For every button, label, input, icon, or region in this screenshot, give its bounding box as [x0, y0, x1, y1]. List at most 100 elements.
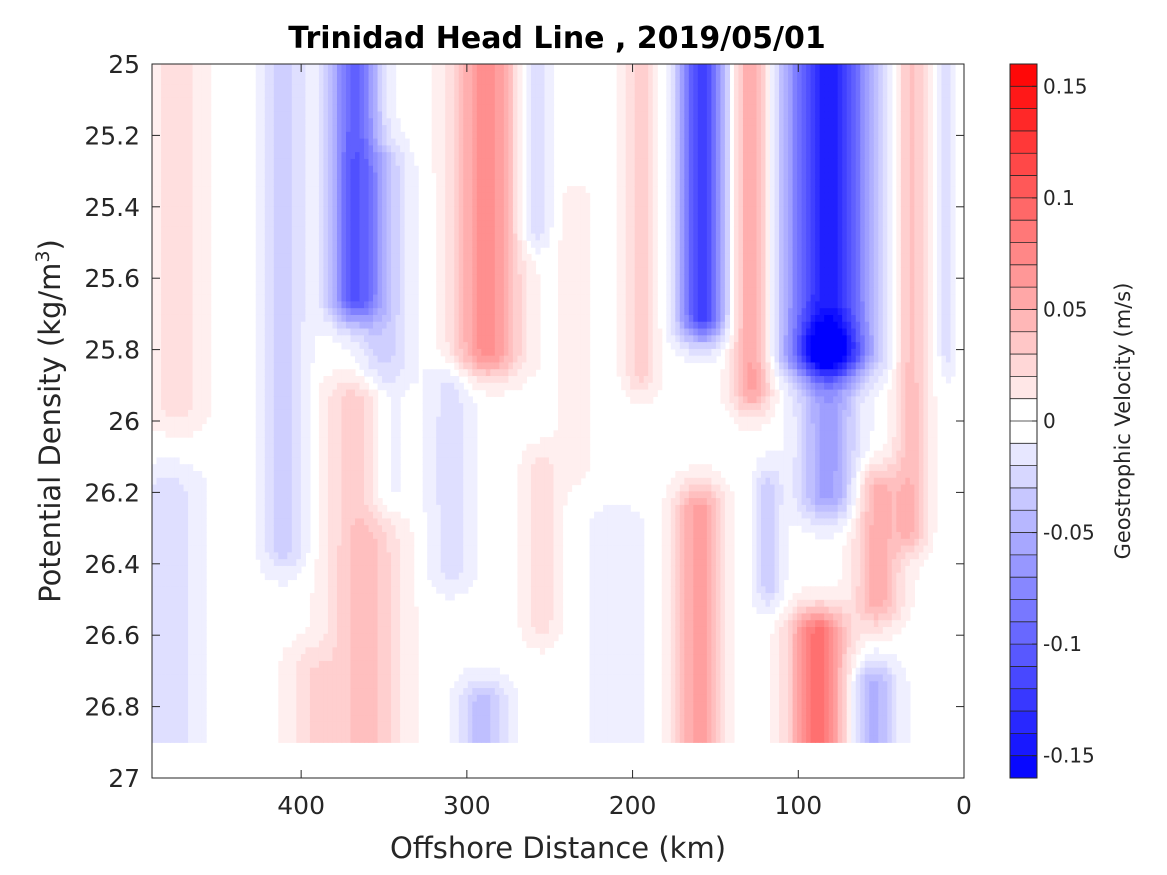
field-cell: [404, 260, 410, 269]
field-cell: [355, 443, 361, 452]
field-cell: [373, 572, 379, 581]
field-cell: [373, 287, 379, 296]
field-cell: [364, 125, 370, 133]
field-cell: [436, 457, 442, 465]
field-cell: [413, 233, 419, 241]
field-cell: [427, 430, 433, 438]
field-cell: [467, 206, 473, 214]
field-cell: [264, 396, 270, 404]
field-cell: [305, 626, 311, 635]
field-cell: [278, 518, 284, 526]
field-cell: [336, 728, 343, 737]
field-cell: [350, 97, 356, 106]
field-cell: [296, 131, 302, 140]
field-cell: [318, 281, 325, 289]
field-cell: [179, 70, 185, 79]
field-cell: [179, 403, 185, 411]
field-cell: [336, 64, 343, 72]
field-cell: [427, 572, 433, 581]
field-cell: [323, 437, 329, 445]
field-cell: [449, 321, 455, 330]
field-cell: [350, 253, 356, 262]
field-cell: [341, 545, 347, 553]
field-cell: [386, 376, 392, 384]
field-cell: [364, 708, 370, 716]
field-cell: [341, 199, 347, 208]
field-cell: [332, 281, 338, 289]
field-cell: [449, 504, 455, 513]
field-cell: [345, 423, 352, 431]
field-cell: [391, 253, 397, 262]
field-cell: [183, 274, 189, 282]
field-cell: [170, 559, 176, 567]
field-cell: [341, 606, 347, 615]
field-cell: [174, 620, 180, 628]
field-cell: [161, 416, 167, 425]
field-cell: [377, 138, 383, 146]
field-cell: [445, 240, 451, 248]
field-cell: [454, 199, 460, 208]
field-cell: [327, 721, 334, 730]
field-cell: [359, 430, 365, 438]
field-cell: [341, 559, 347, 567]
field-cell: [305, 152, 311, 160]
field-cell: [368, 213, 374, 221]
field-cell: [345, 593, 352, 601]
field-cell: [179, 430, 185, 438]
field-cell: [309, 111, 315, 119]
field-cell: [449, 484, 455, 492]
field-cell: [427, 376, 433, 384]
field-cell: [314, 308, 320, 316]
field-cell: [183, 240, 189, 248]
field-cell: [309, 267, 315, 275]
field-cell: [336, 77, 343, 85]
field-cell: [345, 620, 352, 628]
field-cell: [282, 491, 288, 499]
field-cell: [395, 199, 401, 208]
field-cell: [152, 172, 158, 180]
field-cell: [373, 545, 379, 553]
field-cell: [332, 538, 338, 547]
field-cell: [350, 179, 356, 187]
field-cell: [206, 267, 212, 275]
field-cell: [440, 233, 446, 241]
field-cell: [305, 728, 311, 737]
field-cell: [359, 545, 365, 553]
field-cell: [183, 654, 189, 662]
field-cell: [260, 301, 266, 309]
field-cell: [296, 660, 302, 669]
field-cell: [413, 287, 419, 296]
field-cell: [287, 152, 293, 160]
field-cell: [170, 626, 176, 635]
field-cell: [255, 376, 261, 384]
field-cell: [269, 545, 275, 553]
field-cell: [359, 260, 365, 269]
field-cell: [409, 626, 415, 635]
field-cell: [440, 84, 446, 92]
field-cell: [269, 335, 275, 343]
field-cell: [336, 287, 343, 296]
field-cell: [368, 335, 374, 343]
field-cell: [165, 565, 171, 574]
field-cell: [201, 511, 207, 520]
field-cell: [368, 403, 374, 411]
field-cell: [314, 559, 320, 567]
field-cell: [264, 355, 270, 364]
field-cell: [188, 362, 194, 370]
field-cell: [395, 206, 401, 214]
field-cell: [291, 443, 297, 452]
field-cell: [395, 586, 401, 594]
field-cell: [318, 111, 325, 119]
field-cell: [422, 498, 428, 506]
field-cell: [449, 314, 455, 323]
field-cell: [170, 274, 176, 282]
field-cell: [197, 186, 203, 194]
field-cell: [323, 376, 329, 384]
field-cell: [278, 457, 284, 465]
field-cell: [314, 681, 320, 689]
field-cell: [305, 179, 311, 187]
field-cell: [183, 104, 189, 113]
field-cell: [305, 267, 311, 275]
field-cell: [264, 226, 270, 235]
field-cell: [206, 382, 212, 391]
